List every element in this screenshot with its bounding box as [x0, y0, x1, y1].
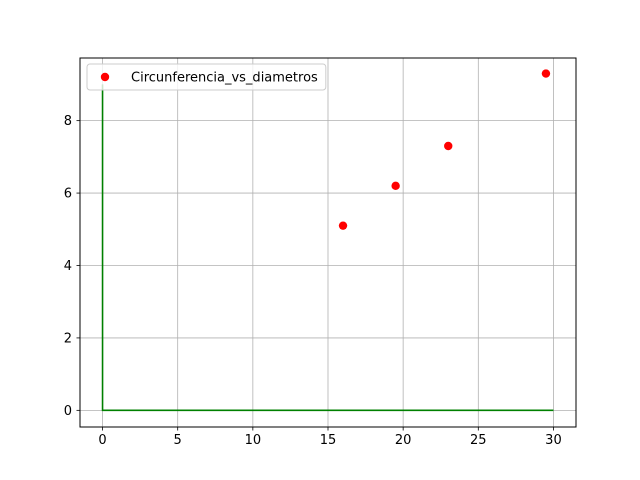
data-point — [338, 221, 348, 230]
y-tick-label: 2 — [64, 331, 72, 346]
x-axis: 0 5 10 15 20 25 30 — [98, 427, 562, 448]
y-tick-label: 0 — [64, 404, 72, 419]
legend-label: Circunferencia_vs_diametros — [131, 71, 318, 86]
series-layer — [101, 69, 554, 412]
green-line-series — [101, 84, 554, 412]
data-point — [541, 69, 551, 78]
x-tick-label: 15 — [320, 433, 337, 448]
y-tick-label: 6 — [64, 187, 72, 202]
legend-marker — [100, 72, 110, 82]
x-tick-label: 20 — [395, 433, 412, 448]
legend-box — [86, 63, 327, 91]
x-tick-label: 10 — [245, 433, 262, 448]
x-tick-label: 0 — [98, 433, 106, 448]
data-point — [391, 181, 400, 191]
y-tick-label: 4 — [64, 259, 72, 274]
data-point — [444, 141, 453, 151]
y-axis: 0 2 4 6 8 — [64, 114, 80, 419]
y-tick-label: 8 — [64, 114, 72, 129]
x-tick-label: 30 — [545, 433, 562, 448]
x-tick-label: 5 — [174, 433, 182, 448]
x-tick-label: 25 — [470, 433, 487, 448]
legend: Circunferencia_vs_diametros — [86, 63, 327, 91]
